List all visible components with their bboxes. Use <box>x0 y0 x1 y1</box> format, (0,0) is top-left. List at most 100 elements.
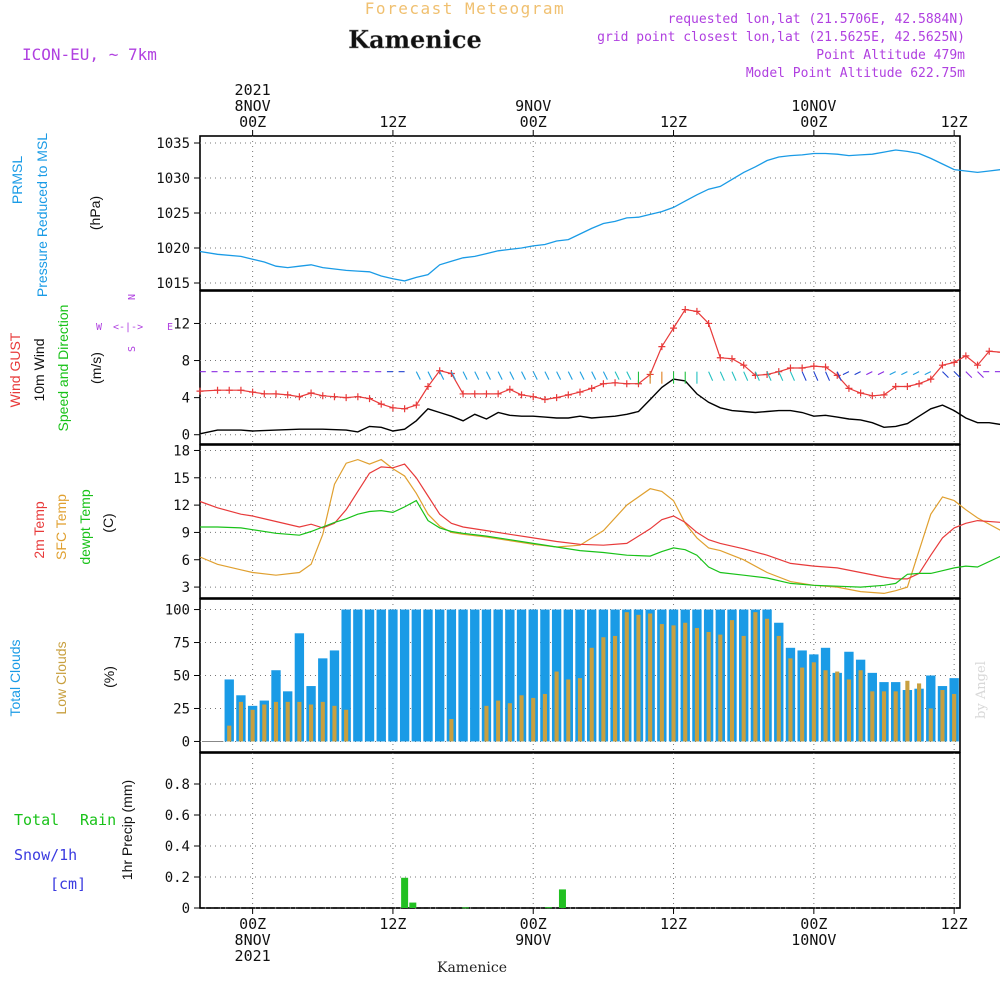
wind-direction-arrow <box>614 371 620 380</box>
x-tick-label-bottom: 9NOV <box>515 931 551 949</box>
gust-marker <box>915 380 923 388</box>
total-cloud-bar <box>388 609 398 742</box>
wind-gust-label: Wind GUST <box>7 332 23 407</box>
wind-direction-arrow <box>836 371 842 381</box>
low-cloud-bar <box>729 620 735 742</box>
low-cloud-bar <box>554 671 559 742</box>
footer-location: Kamenice <box>437 960 507 976</box>
compass-s: S <box>127 346 138 352</box>
gust-marker <box>214 386 222 394</box>
low-cloud-bar <box>765 618 770 742</box>
total-cloud-bar <box>364 609 375 742</box>
gust-marker <box>974 361 982 369</box>
gust-marker <box>670 324 678 332</box>
wind10-label: 10m Wind <box>31 338 47 401</box>
gust-marker <box>330 393 338 401</box>
wind-direction-arrow <box>427 371 433 380</box>
data-marks <box>196 149 1000 909</box>
wind-direction-arrow <box>719 371 725 381</box>
wind-direction-arrow <box>901 371 908 376</box>
low-cloud-bar <box>320 701 325 742</box>
point-altitude: Point Altitude 479m <box>816 48 965 63</box>
gust-marker <box>903 383 911 391</box>
wind-direction-arrow <box>626 371 632 380</box>
x-tick-label-bottom: 10NOV <box>791 931 836 949</box>
gust-marker <box>962 352 970 360</box>
compass-n: N <box>127 294 138 300</box>
gust-marker <box>319 392 327 400</box>
gust-marker <box>857 389 865 397</box>
gust-marker <box>892 383 900 391</box>
dewpt-temp-label: dewpt Temp <box>77 489 93 564</box>
gust-marker <box>529 393 537 401</box>
wind-direction-arrow <box>825 371 831 381</box>
y-tick-label: 1015 <box>156 276 190 292</box>
low-cloud-bar <box>273 701 279 742</box>
gust-marker <box>459 390 467 398</box>
low-cloud-bar <box>613 635 618 742</box>
wind-direction-arrow <box>743 371 749 381</box>
wind-direction-arrow <box>474 371 480 380</box>
wind-direction-arrow <box>462 371 468 380</box>
wind-unit: (m/s) <box>88 352 104 384</box>
low-cloud-bar <box>905 680 910 742</box>
low-cloud-bar <box>344 709 349 742</box>
requested-coords: requested lon,lat (21.5706E, 42.5884N) <box>668 12 965 27</box>
low-cloud-bar <box>624 612 629 742</box>
wind-direction-arrow <box>877 371 885 376</box>
wind-direction-arrow <box>521 371 527 380</box>
wind-direction-arrow <box>544 371 550 380</box>
y-tick-label: 12 <box>173 316 190 332</box>
gust-marker <box>401 405 409 413</box>
pressure-msl-label: Pressure Reduced to MSL <box>34 133 50 297</box>
wind-direction-arrow <box>415 371 421 380</box>
temp2m-label: 2m Temp <box>31 501 47 559</box>
low-cloud-bar <box>811 662 816 742</box>
wind-direction-arrow <box>731 371 737 381</box>
total-cloud-bar <box>458 609 468 742</box>
gust-marker <box>354 393 362 401</box>
gust-marker <box>740 361 748 369</box>
low-cloud-bar <box>858 670 863 742</box>
wind-direction-arrow <box>708 371 714 381</box>
y-tick-label: 0 <box>182 901 190 917</box>
x-tick-label-bottom: 12Z <box>379 915 406 933</box>
low-cloud-bar <box>519 695 524 742</box>
gust-marker <box>576 388 584 396</box>
y-tick-label: 12 <box>173 498 190 514</box>
gust-marker <box>822 363 830 371</box>
tick-labels: 1015102010251030103504812369121518025507… <box>156 81 967 965</box>
total-word: Total <box>14 811 59 829</box>
low-cloud-bar <box>881 691 887 742</box>
low-cloud-bar <box>940 690 945 742</box>
low-cloud-bar <box>917 683 922 742</box>
gust-marker <box>611 379 619 387</box>
total-cloud-bar <box>575 609 585 742</box>
y-tick-label: 1030 <box>156 171 190 187</box>
y-tick-label: 25 <box>173 701 190 717</box>
gust-marker <box>284 391 292 399</box>
gust-marker <box>705 319 713 327</box>
gust-marker <box>833 371 841 379</box>
gust-marker <box>494 390 502 398</box>
x-tick-label-top: 8NOV <box>235 97 271 115</box>
y-tick-label: 1025 <box>156 206 190 222</box>
gust-marker <box>307 389 315 397</box>
wind-direction-arrow <box>591 371 597 380</box>
y-tick-label: 18 <box>173 443 190 459</box>
compass-arrows: <-|-> <box>113 322 143 333</box>
low-cloud-bar <box>332 705 337 742</box>
grid-lines <box>194 130 960 914</box>
y-tick-label: 15 <box>173 471 190 487</box>
gust-marker <box>553 394 561 402</box>
total-cloud-bar <box>493 609 503 742</box>
gust-marker <box>506 385 514 393</box>
speed-direction-label: Speed and Direction <box>55 305 71 432</box>
credit-watermark: by Angel <box>974 661 989 719</box>
low-cloud-bar <box>648 613 653 742</box>
low-cloud-bar <box>507 703 512 742</box>
total-cloud-bar <box>563 609 573 742</box>
gust-marker <box>518 391 526 399</box>
low-cloud-bar <box>671 625 676 742</box>
total-cloud-bar <box>435 609 445 742</box>
